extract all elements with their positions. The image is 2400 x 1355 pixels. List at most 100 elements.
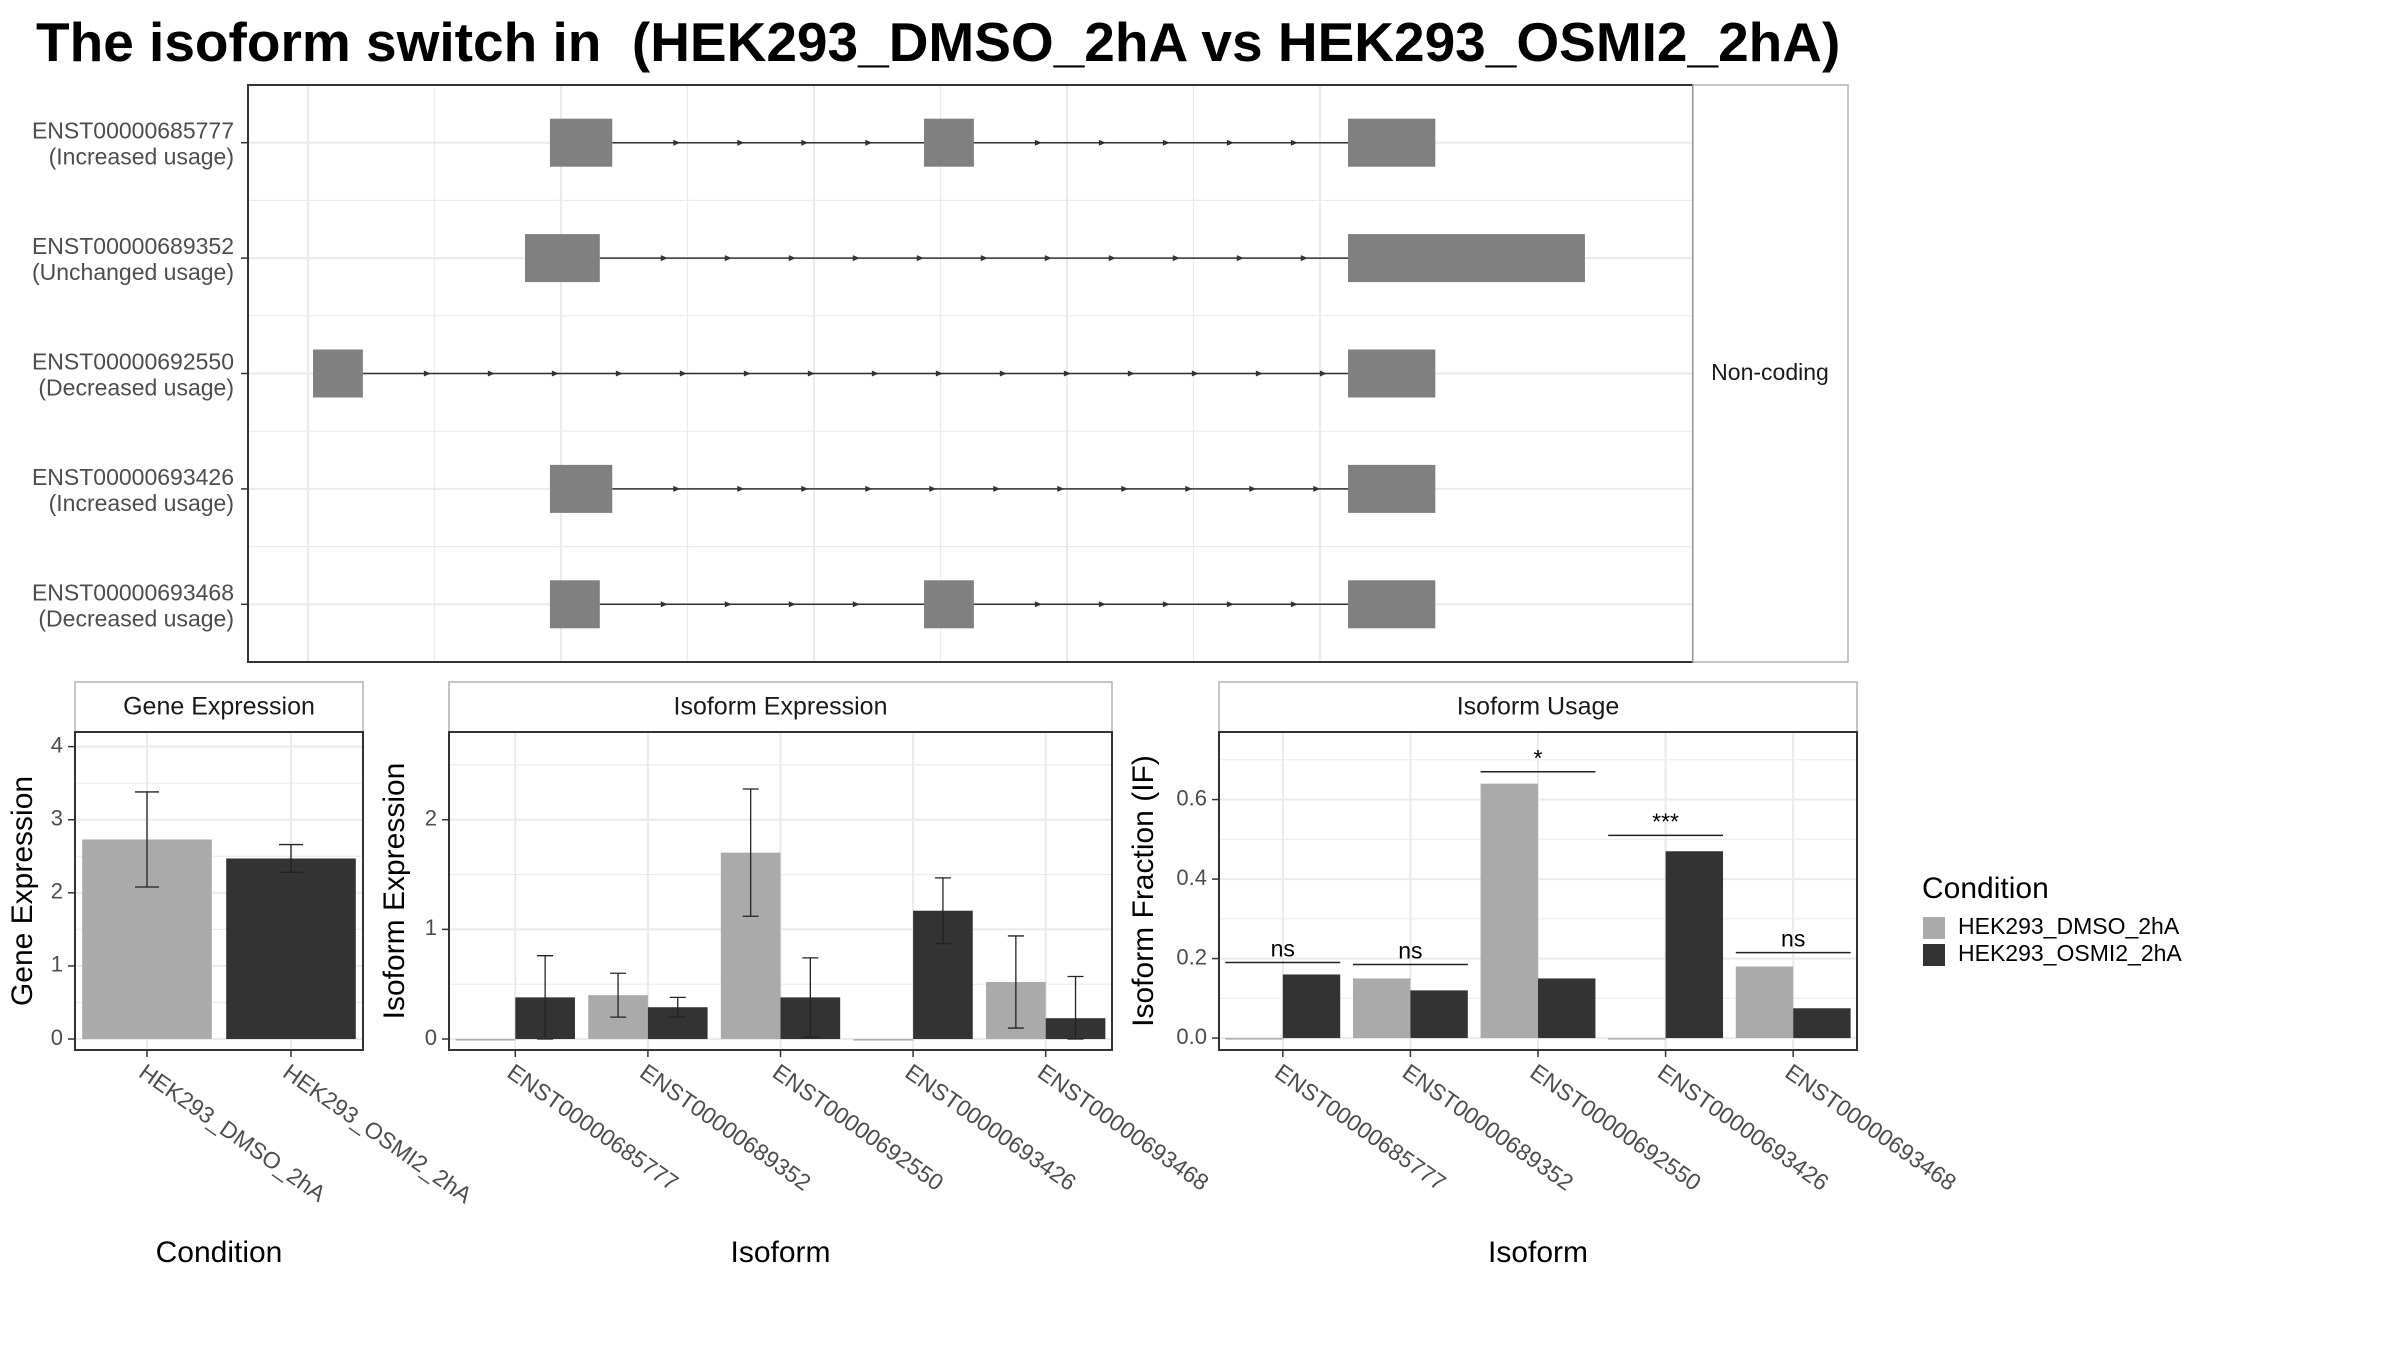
isoform-label-usage: (Increased usage) (49, 490, 234, 516)
intron-arrow (1098, 139, 1106, 146)
intron-arrow (1236, 255, 1244, 262)
panel-strip (1218, 681, 1858, 733)
intron-arrow (1172, 255, 1180, 262)
bar (853, 1039, 914, 1041)
bar (1608, 1038, 1666, 1040)
intron-arrow (788, 601, 796, 608)
bar (1735, 966, 1794, 1039)
intron-arrow (999, 370, 1007, 377)
intron-arrow (724, 601, 732, 608)
intron-arrow (487, 370, 495, 377)
intron-arrow (993, 485, 1001, 492)
exon-block (924, 118, 974, 167)
exon-block (1348, 580, 1436, 629)
exon-block (549, 464, 613, 513)
exon-block (1348, 234, 1585, 283)
x-axis-title: Isoform (1488, 1236, 1588, 1269)
y-tick-label: 0.4 (1176, 865, 1207, 890)
bar (1665, 851, 1724, 1039)
x-axis-title: Isoform (730, 1236, 830, 1269)
y-axis-title: Isoform Expression (378, 763, 411, 1020)
intron-arrow (935, 370, 943, 377)
legend-label: HEK293_OSMI2_2hA (1958, 940, 2182, 966)
intron-arrow (1162, 139, 1170, 146)
intron-arrow (1300, 255, 1308, 262)
intron-arrow (1226, 139, 1234, 146)
intron-arrow (980, 255, 988, 262)
bar (455, 1039, 516, 1041)
intron-arrow (1098, 601, 1106, 608)
isoform-label-usage: (Unchanged usage) (32, 259, 234, 285)
exon-block (549, 580, 600, 629)
intron-arrow (673, 139, 681, 146)
intron-arrow (737, 139, 745, 146)
x-axis-title: Condition (156, 1236, 283, 1269)
exon-block (1348, 349, 1436, 398)
bar (1352, 978, 1411, 1039)
intron-arrow (1290, 601, 1298, 608)
exon-block (313, 349, 363, 398)
bar (1225, 1038, 1283, 1040)
intron-arrow (423, 370, 431, 377)
isoform-label-id: ENST00000693426 (32, 464, 234, 490)
y-tick-label: 0.6 (1176, 785, 1207, 810)
significance-label: *** (1652, 808, 1679, 834)
intron-arrow (1057, 485, 1065, 492)
intron-arrow (1063, 370, 1071, 377)
intron-arrow (865, 485, 873, 492)
exon-block (1348, 464, 1436, 513)
intron-arrow (679, 370, 687, 377)
intron-arrow (871, 370, 879, 377)
legend-label: HEK293_DMSO_2hA (1958, 913, 2180, 939)
y-axis-title: Isoform Fraction (IF) (1127, 755, 1160, 1027)
y-tick-label: 1 (51, 952, 63, 977)
panel-strip (448, 681, 1113, 733)
significance-label: ns (1781, 926, 1805, 952)
intron-arrow (1121, 485, 1129, 492)
bar (1793, 1008, 1851, 1039)
intron-arrow (1319, 370, 1327, 377)
facet-strip (1692, 84, 1849, 663)
intron-arrow (801, 139, 809, 146)
intron-arrow (1185, 485, 1193, 492)
isoform-label-usage: (Increased usage) (49, 144, 234, 170)
exon-block (549, 118, 613, 167)
intron-arrow (743, 370, 751, 377)
intron-arrow (865, 139, 873, 146)
significance-label: * (1534, 745, 1543, 771)
exon-block (1348, 118, 1436, 167)
y-tick-label: 2 (425, 806, 437, 831)
intron-arrow (1313, 485, 1321, 492)
intron-arrow (673, 485, 681, 492)
y-tick-label: 0 (425, 1025, 437, 1050)
intron-arrow (660, 601, 668, 608)
isoform-label-id: ENST00000693468 (32, 579, 234, 605)
bar (1410, 990, 1468, 1039)
legend-title: Condition (1922, 872, 2049, 905)
panel-border (74, 731, 364, 1051)
y-tick-label: 2 (51, 879, 63, 904)
intron-arrow (1290, 139, 1298, 146)
panel-strip (74, 681, 364, 733)
panel-title: Isoform Expression (674, 693, 888, 721)
y-tick-label: 0 (51, 1025, 63, 1050)
exon-block (524, 234, 600, 283)
figure-title: The isoform switch in (HEK293_DMSO_2hA v… (36, 11, 1841, 73)
isoform-label-id: ENST00000689352 (32, 233, 234, 259)
y-axis-title: Gene Expression (6, 776, 39, 1006)
y-tick-label: 4 (51, 732, 63, 757)
intron-arrow (1226, 601, 1234, 608)
y-tick-label: 0.0 (1176, 1024, 1207, 1049)
bar (1282, 974, 1341, 1039)
intron-arrow (1034, 601, 1042, 608)
isoform-label-id: ENST00000685777 (32, 118, 234, 144)
bar (1480, 783, 1538, 1039)
facet-strip-label: Non-coding (1711, 359, 1829, 385)
y-tick-label: 1 (425, 915, 437, 940)
intron-arrow (929, 485, 937, 492)
isoform-label-usage: (Decreased usage) (38, 605, 234, 631)
y-tick-label: 3 (51, 806, 63, 831)
intron-arrow (1127, 370, 1135, 377)
